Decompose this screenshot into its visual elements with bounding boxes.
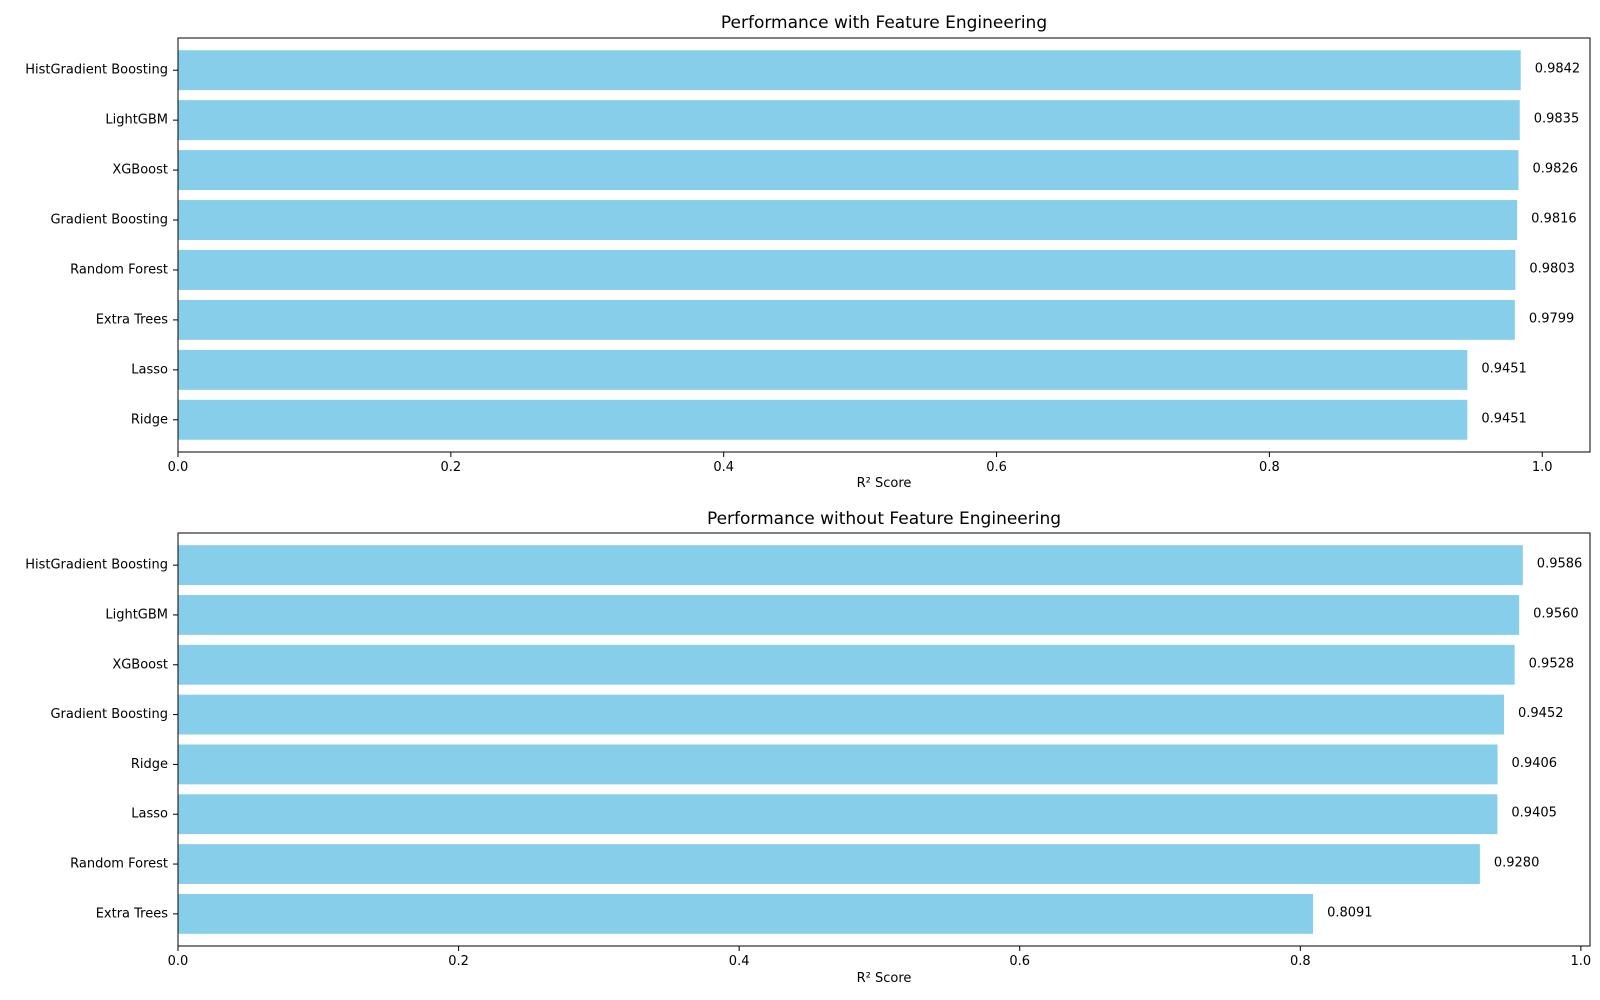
data-label: 0.9799 [1529,311,1575,326]
y-tick-label: HistGradient Boosting [25,558,168,573]
bar [178,694,1505,735]
x-tick-label: 1.0 [1532,460,1553,475]
bar [178,893,1314,934]
data-label: 0.9406 [1512,756,1558,771]
data-label: 0.9835 [1534,112,1580,127]
data-label: 0.9452 [1518,706,1564,721]
data-label: 0.9560 [1533,606,1579,621]
data-label: 0.9451 [1481,361,1527,376]
data-label: 0.9842 [1535,62,1581,77]
bar [178,545,1523,586]
chart-title: Performance without Feature Engineering [707,509,1061,529]
y-tick-label: Ridge [131,757,168,772]
y-tick-label: Gradient Boosting [50,213,168,228]
y-tick-label: LightGBM [105,113,168,128]
plot-frame [177,532,1591,947]
y-tick-label: XGBoost [112,163,168,178]
bar [178,150,1519,191]
y-tick-label: Random Forest [70,262,168,277]
y-tick-label: Extra Trees [96,312,169,327]
x-tick-label: 0.2 [448,954,469,969]
bar [178,744,1498,785]
bar [178,349,1468,390]
x-axis-label: R² Score [857,476,912,491]
bar [178,50,1521,91]
data-label: 0.9451 [1481,411,1527,426]
y-tick-label: HistGradient Boosting [25,63,168,78]
y-tick-label: Ridge [131,412,168,427]
x-tick-label: 0.8 [1259,460,1280,475]
y-tick-label: Lasso [131,807,168,822]
y-tick-label: XGBoost [112,657,168,672]
bar [178,844,1480,884]
x-tick-label: 0.0 [168,460,189,475]
x-tick-label: 0.0 [168,954,189,969]
data-label: 0.9280 [1494,856,1540,871]
bar [178,644,1515,685]
chart-title: Performance with Feature Engineering [721,13,1047,33]
data-label: 0.9803 [1529,261,1575,276]
data-label: 0.9826 [1533,162,1579,177]
data-label: 0.9586 [1537,557,1583,572]
x-tick-label: 0.4 [729,954,750,969]
x-tick-label: 0.8 [1290,954,1311,969]
x-tick-label: 0.2 [441,460,462,475]
bar [178,794,1498,835]
bar [178,249,1516,290]
y-tick-label: Extra Trees [96,906,169,921]
data-label: 0.9405 [1511,806,1557,821]
bar [178,595,1520,635]
data-label: 0.9528 [1529,656,1575,671]
data-label: 0.9816 [1531,212,1577,227]
bar [178,299,1515,340]
y-tick-label: Lasso [131,362,168,377]
y-tick-label: Random Forest [70,857,168,872]
data-label: 0.8091 [1327,905,1373,920]
x-axis-label: R² Score [857,971,912,986]
x-tick-label: 0.4 [713,460,734,475]
x-tick-label: 0.6 [986,460,1007,475]
y-tick-label: Gradient Boosting [50,707,168,722]
bar [178,399,1468,440]
bar [178,100,1520,141]
y-tick-label: LightGBM [105,607,168,622]
bar [178,200,1518,241]
plot-frame [177,37,1591,453]
x-tick-label: 1.0 [1571,954,1592,969]
x-tick-label: 0.6 [1009,954,1030,969]
